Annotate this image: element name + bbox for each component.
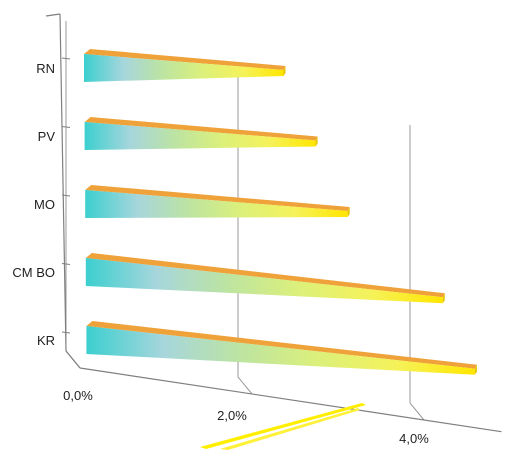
bars-layer xyxy=(84,49,477,450)
bar-tip xyxy=(283,65,286,76)
category-label: KR xyxy=(37,333,55,348)
bar-mo xyxy=(85,185,350,218)
bar-top-face xyxy=(84,49,286,70)
bar-front-face xyxy=(85,258,443,304)
gridline-floor-1 xyxy=(237,376,253,395)
bar-pv xyxy=(84,117,318,150)
category-tick xyxy=(61,57,71,60)
x-tick-label: 4,0% xyxy=(399,431,429,446)
bar-kr xyxy=(86,321,477,375)
category-label: MO xyxy=(34,197,55,212)
bar-top-face xyxy=(85,185,350,211)
y-axis-line xyxy=(59,13,67,352)
bar-tip xyxy=(315,136,318,147)
bar-front-face xyxy=(85,190,348,218)
x-axis-line xyxy=(79,367,502,433)
tip-streak xyxy=(200,403,366,449)
bar-top-face xyxy=(85,253,445,298)
tip-streak xyxy=(220,408,360,450)
floor-depth-edge xyxy=(65,350,81,369)
bar-tip xyxy=(442,293,445,304)
bar-top-face xyxy=(86,321,477,369)
bar-front-face xyxy=(86,326,475,375)
bar-front-face xyxy=(84,122,316,150)
category-tick xyxy=(61,194,71,197)
gridline-floor-2 xyxy=(409,402,425,421)
category-labels: KR CM BO MO PV RN xyxy=(12,61,55,348)
bar-tip xyxy=(347,207,350,217)
x-tick-label: 2,0% xyxy=(217,408,247,423)
gridlines xyxy=(45,13,502,433)
category-tick xyxy=(61,263,71,265)
category-tick xyxy=(61,331,71,334)
category-tick xyxy=(61,126,71,128)
bar-top-face xyxy=(84,117,318,141)
x-tick-label: 0,0% xyxy=(63,388,93,403)
bar-front-face xyxy=(84,54,284,82)
bar-rn xyxy=(84,49,286,82)
axis-top-cap xyxy=(45,13,61,17)
category-label: CM BO xyxy=(12,265,55,280)
category-label: RN xyxy=(36,61,55,76)
bar-tip xyxy=(474,364,477,375)
bar-cm-bo xyxy=(85,253,445,304)
x-tick-labels: 0,0% 2,0% 4,0% xyxy=(63,388,429,446)
category-label: PV xyxy=(38,129,56,144)
